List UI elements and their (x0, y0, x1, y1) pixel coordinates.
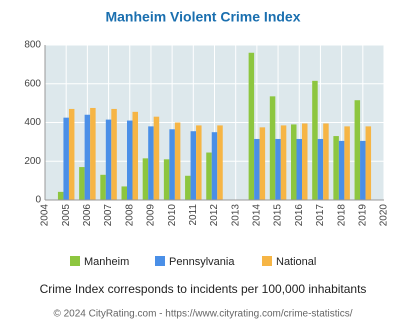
bar (206, 152, 212, 200)
x-tick-label: 2004 (40, 204, 51, 227)
y-tick-label: 200 (24, 156, 41, 167)
x-tick-label: 2019 (357, 204, 368, 227)
bar (365, 126, 372, 200)
x-tick-label: 2007 (103, 204, 114, 227)
bar (190, 131, 197, 200)
bar (163, 159, 170, 200)
bar (248, 52, 255, 200)
bar (121, 186, 127, 200)
bar (148, 126, 154, 200)
x-tick-label: 2014 (252, 204, 263, 227)
bar (254, 138, 260, 200)
bar (127, 120, 133, 200)
bar (90, 107, 96, 200)
legend-swatch (70, 256, 80, 266)
x-tick-label: 2018 (336, 204, 347, 227)
bar (302, 123, 308, 200)
bar (259, 127, 266, 200)
bar (280, 125, 287, 200)
bar (323, 123, 329, 200)
bar (291, 124, 297, 200)
bar (105, 119, 112, 200)
bar (100, 174, 106, 200)
bar (185, 175, 191, 200)
y-tick-label: 0 (35, 195, 41, 206)
x-tick-label: 2012 (209, 204, 220, 227)
bar (174, 122, 181, 200)
x-tick-label: 2005 (61, 204, 72, 227)
bar (360, 140, 366, 200)
x-tick-label: 2008 (124, 204, 135, 227)
legend-label: Manheim (84, 256, 129, 268)
legend-swatch (262, 256, 272, 266)
bar (142, 158, 149, 200)
y-tick-label: 400 (24, 117, 41, 128)
legend-label: Pennsylvania (169, 256, 235, 268)
bar (111, 108, 117, 200)
chart-title: Manheim Violent Crime Index (105, 9, 300, 25)
bar (217, 125, 223, 200)
bar (132, 111, 138, 200)
x-tick-label: 2017 (315, 204, 326, 227)
x-tick-label: 2016 (294, 204, 305, 227)
bar (296, 138, 302, 200)
bar (312, 80, 318, 200)
bar (79, 167, 85, 200)
legend-label: National (276, 256, 316, 268)
footer: © 2024 CityRating.com - https://www.city… (53, 309, 352, 320)
bar (269, 96, 276, 200)
bar (63, 117, 69, 200)
bar (57, 191, 64, 200)
bar (169, 129, 175, 200)
bar (68, 108, 75, 200)
bar (84, 114, 91, 200)
bar (196, 125, 202, 200)
y-tick-label: 800 (24, 40, 41, 51)
bar (211, 132, 218, 200)
x-tick-label: 2011 (188, 204, 199, 226)
x-tick-label: 2013 (230, 204, 241, 227)
x-tick-label: 2006 (82, 204, 93, 227)
x-tick-label: 2020 (379, 204, 390, 227)
bar (153, 116, 160, 200)
bar (317, 138, 324, 200)
legend-swatch (155, 256, 165, 266)
y-tick-label: 600 (24, 78, 41, 89)
x-tick-label: 2010 (167, 204, 178, 227)
bar (338, 140, 345, 200)
x-tick-label: 2009 (146, 204, 157, 227)
bar (354, 100, 361, 200)
x-tick-label: 2015 (273, 204, 284, 227)
note: Crime Index corresponds to incidents per… (40, 282, 367, 296)
bar (344, 126, 350, 200)
bar (333, 136, 339, 200)
bar (275, 138, 281, 200)
